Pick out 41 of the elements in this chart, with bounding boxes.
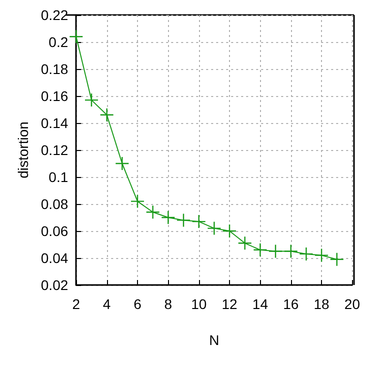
point — [100, 108, 114, 122]
point — [268, 244, 283, 258]
y-tick-label: 0.2 — [48, 34, 68, 50]
y-tick-label: 0.18 — [40, 61, 68, 77]
y-axis-title: distortion — [15, 122, 31, 178]
y-tick-label: 0.1 — [48, 169, 68, 185]
y-tick-label: 0.04 — [40, 250, 68, 266]
x-axis-title: N — [209, 332, 220, 348]
y-tick-label: 0.16 — [40, 88, 68, 104]
point — [84, 92, 99, 108]
x-tick-label: 18 — [314, 296, 330, 312]
x-tick-label: 8 — [164, 296, 172, 312]
x-tick-label: 12 — [222, 296, 238, 312]
point — [222, 224, 237, 238]
point — [146, 205, 160, 220]
point — [69, 30, 84, 44]
point — [207, 221, 222, 236]
x-tick-label: 16 — [283, 296, 299, 312]
point — [299, 246, 314, 262]
point — [253, 242, 268, 257]
x-tick-label: 4 — [102, 296, 111, 312]
point — [161, 210, 176, 225]
point — [115, 156, 130, 171]
point — [192, 214, 206, 229]
y-tick-label: 0.06 — [40, 223, 68, 239]
y-tick-label: 0.22 — [40, 7, 68, 23]
point — [284, 244, 298, 258]
point — [314, 248, 329, 262]
y-tick-label: 0.02 — [40, 277, 68, 293]
x-tick-label: 14 — [252, 296, 268, 312]
y-tick-label: 0.12 — [40, 142, 68, 158]
x-tick-label: 6 — [134, 296, 142, 312]
point — [238, 236, 252, 250]
point — [176, 213, 191, 228]
point — [330, 252, 344, 266]
point — [130, 194, 145, 208]
x-tick-label: 2 — [72, 296, 80, 312]
x-tick-label: 20 — [344, 296, 360, 312]
y-tick-label: 0.14 — [40, 115, 68, 131]
y-tick-label: 0.08 — [40, 196, 68, 212]
x-tick-label: 10 — [191, 296, 207, 312]
